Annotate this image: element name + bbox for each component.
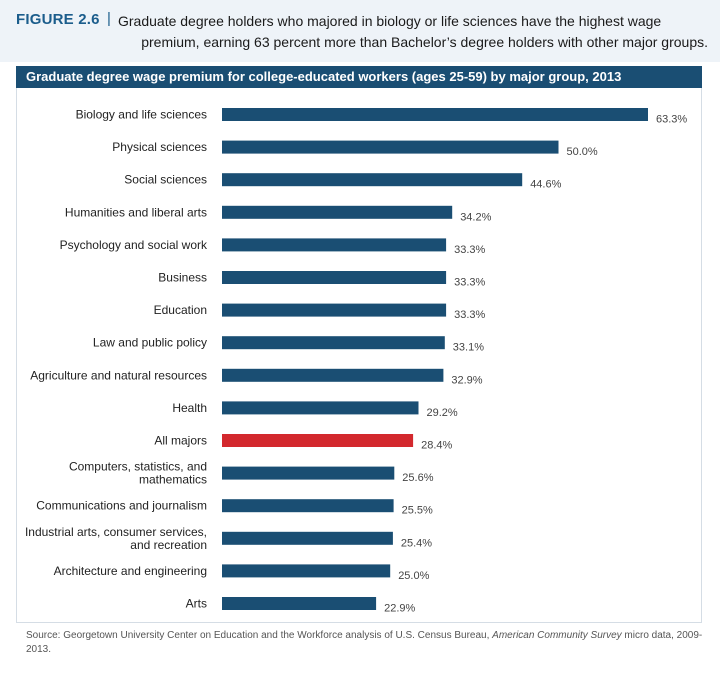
- bar-industrial-arts-consumer-services-and-recreation: [222, 531, 393, 545]
- value-label-arts: 22.9%: [384, 603, 415, 615]
- value-label-architecture-and-engineering: 25.0%: [398, 570, 429, 582]
- figure-separator: |: [107, 10, 111, 27]
- chart-title: Graduate degree wage premium for college…: [26, 69, 622, 84]
- category-label-communications-and-journalism: Communications and journalism: [36, 499, 207, 513]
- category-label-health: Health: [172, 401, 207, 415]
- value-label-all-majors: 28.4%: [421, 440, 452, 452]
- category-label-social-sciences: Social sciences: [124, 173, 207, 187]
- figure-caption-line-2: premium, earning 63 percent more than Ba…: [141, 34, 708, 50]
- category-label-architecture-and-engineering: Architecture and engineering: [54, 564, 207, 578]
- value-label-industrial-arts-consumer-services-and-recreation: 25.4%: [401, 537, 432, 549]
- category-label-physical-sciences: Physical sciences: [112, 140, 207, 154]
- figure-header: FIGURE 2.6 | Graduate degree holders who…: [0, 0, 720, 62]
- bar-social-sciences: [222, 173, 523, 187]
- value-label-business: 33.3%: [454, 277, 485, 289]
- bar-education: [222, 303, 447, 317]
- figure-caption: Graduate degree holders who majored in b…: [118, 11, 708, 53]
- value-label-education: 33.3%: [454, 309, 485, 321]
- bar-architecture-and-engineering: [222, 564, 391, 578]
- source-italic: American Community Survey: [492, 630, 622, 641]
- bar-chart: Biology and life sciences 63.3% Physical s…: [25, 108, 687, 615]
- bar-agriculture-and-natural-resources: [222, 368, 444, 382]
- category-label-computers-statistics-and-mathematics: Computers, statistics, and mathematics: [69, 460, 207, 487]
- value-label-humanities-and-liberal-arts: 34.2%: [460, 211, 491, 223]
- bar-all-majors: [222, 434, 414, 447]
- chart-frame: Biology and life sciences 63.3% Physical s…: [16, 88, 702, 623]
- value-label-communications-and-journalism: 25.5%: [402, 505, 433, 517]
- figure-label: FIGURE 2.6: [16, 11, 100, 28]
- category-label-arts: Arts: [186, 597, 207, 611]
- bar-communications-and-journalism: [222, 499, 394, 513]
- bar-law-and-public-policy: [222, 336, 445, 350]
- source-text: Source: Georgetown University Center on …: [26, 630, 493, 641]
- category-label-biology-and-life-sciences: Biology and life sciences: [76, 108, 207, 122]
- category-label-business: Business: [158, 271, 207, 285]
- bar-business: [222, 271, 447, 284]
- bar-psychology-and-social-work: [222, 238, 447, 252]
- category-label-all-majors: All majors: [154, 434, 207, 448]
- value-label-agriculture-and-natural-resources: 32.9%: [451, 374, 482, 386]
- category-label-agriculture-and-natural-resources: Agriculture and natural resources: [30, 368, 207, 382]
- category-label-law-and-public-policy: Law and public policy: [93, 336, 207, 350]
- value-label-health: 29.2%: [427, 407, 458, 419]
- figure-caption-line-1: Graduate degree holders who majored in b…: [118, 13, 662, 29]
- source-note: Source: Georgetown University Center on …: [26, 629, 706, 657]
- category-label-education: Education: [154, 303, 207, 317]
- bar-arts: [222, 597, 377, 610]
- bar-physical-sciences: [222, 140, 559, 154]
- chart-title-bar: Graduate degree wage premium for college…: [16, 66, 702, 88]
- value-label-biology-and-life-sciences: 63.3%: [656, 114, 687, 126]
- bar-humanities-and-liberal-arts: [222, 205, 453, 219]
- source-suffix: micro data, 2009-2013.: [26, 630, 703, 655]
- value-label-physical-sciences: 50.0%: [567, 146, 598, 158]
- value-label-law-and-public-policy: 33.1%: [453, 342, 484, 354]
- bar-biology-and-life-sciences: [222, 108, 648, 121]
- category-label-humanities-and-liberal-arts: Humanities and liberal arts: [65, 205, 207, 219]
- bar-health: [222, 401, 419, 415]
- value-label-psychology-and-social-work: 33.3%: [454, 244, 485, 256]
- bar-computers-statistics-and-mathematics: [222, 466, 395, 480]
- category-label-industrial-arts-consumer-services-and-recreation: Industrial arts, consumer services, and r…: [25, 525, 207, 552]
- value-label-social-sciences: 44.6%: [530, 179, 561, 191]
- value-label-computers-statistics-and-mathematics: 25.6%: [402, 472, 433, 484]
- category-label-psychology-and-social-work: Psychology and social work: [60, 238, 208, 252]
